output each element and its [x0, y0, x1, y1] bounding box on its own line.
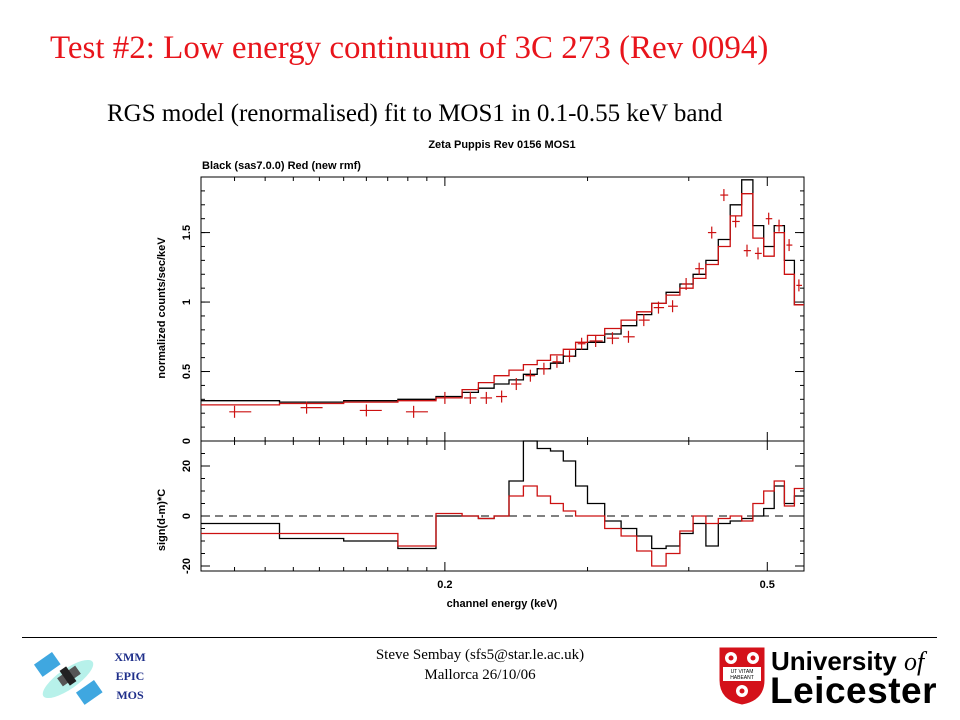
data-point	[720, 189, 729, 202]
data-point	[765, 212, 773, 225]
data-point	[359, 404, 382, 417]
data-point	[525, 369, 536, 382]
footer-divider	[22, 637, 937, 638]
data-point	[539, 362, 549, 375]
data-point	[300, 401, 323, 414]
data-point	[405, 405, 428, 418]
panel-frame	[200, 176, 805, 442]
data-point	[681, 277, 692, 290]
series-line	[201, 193, 804, 406]
footer-venue: Mallorca 26/10/06	[424, 667, 536, 683]
data-point	[623, 330, 635, 343]
chart-title: Zeta Puppis Rev 0156 MOS1	[428, 139, 575, 151]
university-word: University	[771, 646, 897, 676]
data-point	[229, 405, 252, 418]
series-line	[201, 480, 804, 567]
data-point	[776, 219, 783, 232]
y-tick-label: 1	[181, 299, 193, 305]
series-line	[201, 179, 804, 403]
x-axis-label: channel energy (keV)	[447, 598, 558, 610]
data-point	[577, 337, 586, 350]
residual-panel: -20 0 20	[181, 440, 805, 574]
data-point	[743, 244, 751, 257]
top-y-axis-label: normalized counts/sec/keV	[156, 237, 168, 379]
data-point	[638, 314, 650, 327]
y-tick-label: 20	[181, 460, 193, 472]
university-of: of	[903, 647, 925, 676]
crest-scroll-line-1: UT VITAM	[731, 669, 754, 675]
data-point	[668, 300, 678, 313]
data-point	[786, 239, 793, 252]
satellite-icon	[33, 651, 103, 705]
footer-author: Steve Sembay (sfs5@star.le.ac.uk)	[375, 647, 585, 663]
x-tick-label: 0.5	[760, 579, 775, 591]
university-name-line2: Leicester	[770, 670, 937, 711]
panel-frame	[200, 440, 805, 572]
data-point	[464, 391, 477, 404]
data-point	[552, 355, 562, 368]
y-tick-label: 0.5	[181, 364, 193, 379]
data-point	[496, 390, 508, 403]
x-tick-label: 0.2	[437, 579, 452, 591]
data-point	[732, 215, 740, 228]
crest-scroll-line-2: HABEANT	[730, 675, 754, 681]
bottom-y-axis-label: sign(d-m)*C	[156, 489, 168, 551]
data-point	[754, 247, 762, 260]
logo-line-epic: EPIC	[115, 669, 145, 683]
xmm-epic-mos-label: XMM EPIC MOS	[108, 648, 152, 705]
data-point	[480, 391, 493, 404]
spectrum-panel: 0 0.5 1 1.5	[181, 176, 805, 444]
y-tick-label: 1.5	[181, 225, 193, 240]
data-point	[653, 301, 665, 314]
y-tick-label: -20	[181, 558, 193, 574]
data-point	[589, 334, 603, 347]
slide-subtitle: RGS model (renormalised) fit to MOS1 in …	[107, 100, 723, 127]
series-line	[201, 440, 804, 550]
spectrum-chart: Zeta Puppis Rev 0156 MOS1 Black (sas7.0.…	[156, 139, 805, 610]
chart-legend-text: Black (sas7.0.0) Red (new rmf)	[202, 160, 361, 172]
data-point	[438, 391, 461, 404]
data-point	[511, 378, 522, 391]
data-point	[606, 332, 620, 345]
data-point	[796, 279, 802, 292]
data-point	[695, 262, 704, 275]
data-point	[707, 226, 717, 239]
logo-line-mos: MOS	[116, 688, 144, 702]
y-tick-label: 0	[181, 438, 193, 444]
data-point	[565, 350, 574, 363]
university-name-line1: University of	[771, 646, 924, 677]
y-tick-label: 0	[181, 513, 193, 519]
university-crest-icon: UT VITAM HABEANT	[719, 647, 765, 705]
logo-line-xmm: XMM	[114, 650, 146, 664]
slide-title: Test #2: Low energy continuum of 3C 273 …	[50, 30, 769, 66]
